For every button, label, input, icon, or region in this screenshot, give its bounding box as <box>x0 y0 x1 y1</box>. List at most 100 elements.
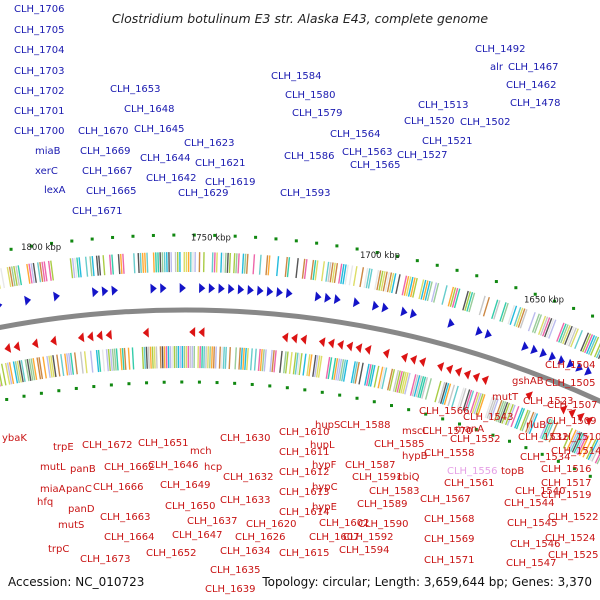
reverse-gene-label: CLH_1662 <box>104 462 155 473</box>
accession-text: Accession: NC_010723 <box>8 575 144 589</box>
reverse-gene-label: CLH_1664 <box>104 532 155 543</box>
forward-gene-labels: CLH_1706 CLH_1705 CLH_1704 CLH_1703 CLH_1702… <box>14 4 561 217</box>
forward-gene-label: CLH_1629 <box>178 188 229 199</box>
forward-gene-label: lexA <box>44 185 66 196</box>
reverse-gene-label: CLH_1620 <box>246 519 297 530</box>
forward-gene-label: CLH_1653 <box>110 84 161 95</box>
reverse-gene-label: mch <box>190 446 212 457</box>
scale-tick-label: 1700 kbp <box>360 251 400 261</box>
forward-gene-label: CLH_1621 <box>195 158 246 169</box>
scale-tick-label: 1650 kbp <box>524 296 564 306</box>
reverse-gene-label: panC <box>66 484 92 495</box>
reverse-strand-genes <box>4 327 594 426</box>
forward-gene-label: CLH_1565 <box>350 160 401 171</box>
reverse-gene-label: CLH_1570 <box>422 426 473 437</box>
forward-gene-label: CLH_1513 <box>418 100 469 111</box>
reverse-gene-label: CLH_1647 <box>172 530 223 541</box>
reverse-gene-label: CLH_1611 <box>279 447 330 458</box>
forward-gene-label: CLH_1642 <box>146 173 197 184</box>
forward-gene-label: CLH_1705 <box>14 25 65 36</box>
forward-gene-label: CLH_1704 <box>14 45 65 56</box>
reverse-gene-label: CLH_1543 <box>463 412 514 423</box>
reverse-gene-label: mutS <box>58 520 84 531</box>
reverse-gene-label: CLH_1634 <box>220 546 271 557</box>
reverse-gene-label: CLH_1524 <box>545 533 596 544</box>
reverse-gene-label: hupL <box>310 440 335 451</box>
forward-gene-label: CLH_1579 <box>292 108 343 119</box>
reverse-gene-label: CLH_1505 <box>545 378 596 389</box>
reverse-gene-label: CLH_1630 <box>220 433 271 444</box>
reverse-gene-label: manA <box>455 424 484 435</box>
reverse-gene-label: CLH_1545 <box>507 518 558 529</box>
reverse-gene-label: CLH_1615 <box>279 548 330 559</box>
reverse-gene-label: CLH_1639 <box>205 584 256 595</box>
reverse-gene-label: CLH_1590 <box>358 519 409 530</box>
reverse-gene-label: CLH_1650 <box>165 501 216 512</box>
reverse-gene-label: topB <box>501 466 524 477</box>
reverse-gene-label: CLH_1583 <box>369 486 420 497</box>
reverse-gene-label: CLH_1614 <box>279 507 330 518</box>
forward-gene-label: CLH_1670 <box>78 126 129 137</box>
feature-ring-outer <box>0 251 600 360</box>
reverse-gene-label: mutT <box>492 392 519 403</box>
reverse-gene-label: CLH_1652 <box>146 548 197 559</box>
forward-gene-label: CLH_1564 <box>330 129 381 140</box>
reverse-gene-label: CLH_1651 <box>138 438 189 449</box>
forward-gene-label: CLH_1644 <box>140 153 191 164</box>
reverse-gene-label: CLH_1602 <box>319 518 370 529</box>
forward-gene-label: CLH_1665 <box>86 186 137 197</box>
forward-gene-label: CLH_1619 <box>205 177 256 188</box>
forward-gene-label: CLH_1645 <box>134 124 185 135</box>
gc-marks <box>5 233 595 478</box>
forward-gene-label: CLH_1520 <box>404 116 455 127</box>
scale-tick-label: 1750 kbp <box>191 233 231 243</box>
forward-gene-label: CLH_1584 <box>271 71 322 82</box>
reverse-gene-label: CLH_1591 <box>352 472 403 483</box>
reverse-gene-label: CLH_1612 <box>279 467 330 478</box>
reverse-gene-label: CLH_1626 <box>235 532 286 543</box>
reverse-gene-label: cbiQ <box>397 472 420 483</box>
forward-gene-label: CLH_1521 <box>422 136 473 147</box>
reverse-gene-label: miaA <box>40 484 66 495</box>
forward-gene-label: CLH_1623 <box>184 138 235 149</box>
reverse-gene-label: CLH_1672 <box>82 440 133 451</box>
reverse-gene-label: CLH_1516 <box>541 464 592 475</box>
map-title: Clostridium botulinum E3 str. Alaska E43… <box>112 11 488 26</box>
reverse-gene-label: gshAB <box>512 376 544 387</box>
forward-gene-label: CLH_1478 <box>510 98 561 109</box>
forward-gene-label: xerC <box>35 166 58 177</box>
reverse-gene-label: CLH_1561 <box>444 478 495 489</box>
reverse-gene-label: CLH_1504 <box>545 360 596 371</box>
reverse-gene-label: CLH_1544 <box>504 498 555 509</box>
reverse-gene-label: CLH_1566 <box>419 406 470 417</box>
reverse-gene-label: ybaK <box>2 433 27 444</box>
forward-gene-label: CLH_1502 <box>460 117 511 128</box>
reverse-gene-label: hcp <box>204 462 222 473</box>
reverse-gene-label: panD <box>68 504 95 515</box>
reverse-gene-label: CLH_1532 <box>518 432 569 443</box>
reverse-gene-label: CLH_1507 <box>547 400 598 411</box>
forward-gene-label: CLH_1492 <box>475 44 526 55</box>
forward-gene-label: CLH_1701 <box>14 106 65 117</box>
forward-gene-label: CLH_1702 <box>14 86 65 97</box>
forward-gene-label: CLH_1648 <box>124 104 175 115</box>
forward-gene-label: miaB <box>35 146 61 157</box>
reverse-gene-label: CLH_1525 <box>548 550 599 561</box>
scale-tick-label: 1800 kbp <box>21 243 61 253</box>
genome-stats-text: Topology: circular; Length: 3,659,644 bp… <box>261 575 592 589</box>
forward-gene-label: CLH_1706 <box>14 4 65 15</box>
reverse-gene-label: CLH_1509 <box>546 416 597 427</box>
reverse-gene-label: hypB <box>402 451 428 462</box>
reverse-gene-label: CLH_1632 <box>223 472 274 483</box>
reverse-gene-label: CLH_1534 <box>520 452 571 463</box>
reverse-gene-label: rluB <box>526 420 546 431</box>
feature-ring-inner <box>0 345 600 466</box>
forward-gene-label: alr <box>490 62 504 73</box>
forward-gene-label: CLH_1703 <box>14 66 65 77</box>
reverse-gene-label: CLH_1646 <box>148 460 199 471</box>
forward-gene-label: CLH_1580 <box>285 90 336 101</box>
forward-strand-genes <box>0 283 592 376</box>
reverse-gene-label: CLH_1610 <box>279 427 330 438</box>
reverse-gene-label: hypC <box>312 482 338 493</box>
